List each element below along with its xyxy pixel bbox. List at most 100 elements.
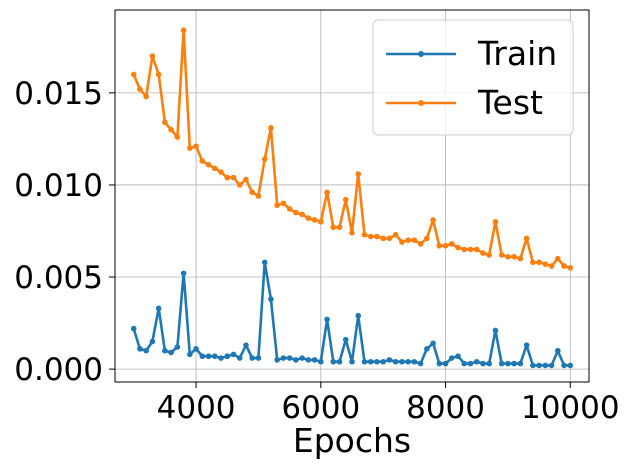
- data-point: [174, 344, 181, 350]
- data-point: [480, 360, 486, 367]
- data-point: [448, 355, 455, 361]
- data-point: [205, 161, 212, 168]
- data-point: [342, 336, 349, 343]
- data-point: [305, 357, 312, 363]
- data-point: [467, 360, 474, 367]
- legend-item-test: Test: [386, 83, 543, 122]
- data-point: [536, 259, 542, 266]
- data-point: [374, 358, 380, 365]
- data-point: [137, 346, 143, 352]
- data-point: [236, 182, 243, 188]
- data-point: [305, 215, 312, 221]
- data-point: [492, 327, 499, 334]
- data-point: [424, 346, 430, 352]
- series-layer: [130, 27, 574, 369]
- data-point: [274, 357, 280, 363]
- x-tick-label: 6000: [281, 390, 360, 426]
- data-point: [130, 325, 137, 332]
- data-point: [255, 355, 262, 361]
- data-point: [311, 357, 318, 363]
- data-point: [155, 305, 162, 312]
- data-point: [268, 125, 274, 131]
- data-point: [430, 340, 436, 347]
- data-point: [361, 231, 368, 238]
- data-point: [336, 358, 343, 365]
- data-point: [517, 360, 524, 367]
- data-point: [280, 355, 287, 361]
- data-point: [218, 355, 224, 361]
- data-point: [473, 246, 480, 253]
- data-point: [536, 362, 542, 369]
- data-point: [380, 358, 386, 365]
- data-point: [511, 360, 517, 367]
- data-point: [448, 241, 455, 247]
- data-point: [180, 270, 187, 277]
- data-point: [399, 358, 405, 365]
- data-point: [555, 347, 561, 354]
- legend-marker: [418, 51, 424, 57]
- data-point: [143, 347, 149, 354]
- data-point: [461, 360, 468, 367]
- data-point: [386, 357, 393, 363]
- data-point: [548, 362, 555, 369]
- data-point: [411, 358, 418, 365]
- data-point: [342, 196, 349, 203]
- data-point: [293, 357, 299, 363]
- data-point: [523, 342, 530, 348]
- data-point: [561, 362, 567, 369]
- data-point: [286, 355, 293, 361]
- data-point: [274, 202, 280, 209]
- data-point: [168, 349, 174, 356]
- data-point: [137, 86, 143, 92]
- data-point: [417, 360, 424, 367]
- series-test: [130, 27, 574, 271]
- data-point: [243, 176, 249, 183]
- data-point: [355, 171, 362, 177]
- data-point: [130, 71, 137, 78]
- data-point: [380, 235, 386, 242]
- data-point: [211, 353, 218, 360]
- data-point: [205, 353, 212, 360]
- data-point: [261, 259, 268, 266]
- data-point: [299, 355, 305, 361]
- data-point: [318, 218, 324, 225]
- series-train: [130, 259, 574, 369]
- data-point: [143, 93, 149, 100]
- data-point: [349, 230, 355, 236]
- data-point: [149, 338, 156, 345]
- data-point: [555, 255, 561, 262]
- data-point: [168, 126, 174, 133]
- data-point: [162, 119, 168, 126]
- x-tick-label: 8000: [406, 390, 485, 426]
- data-point: [505, 253, 511, 260]
- y-tick-label: 0.000: [14, 352, 103, 388]
- legend-item-train: Train: [386, 34, 557, 73]
- legend-label: Train: [477, 34, 557, 73]
- y-tick-label: 0.005: [14, 260, 103, 296]
- data-point: [193, 346, 199, 352]
- data-point: [505, 360, 511, 367]
- data-point: [399, 239, 405, 245]
- y-tick-label: 0.010: [14, 168, 103, 204]
- data-point: [442, 360, 449, 367]
- data-point: [224, 353, 231, 360]
- data-point: [567, 362, 574, 369]
- data-point: [405, 358, 411, 365]
- data-point: [155, 71, 162, 78]
- data-point: [187, 145, 193, 151]
- data-point: [199, 353, 206, 360]
- data-point: [461, 246, 468, 253]
- data-point: [392, 358, 399, 365]
- data-point: [392, 231, 399, 238]
- data-point: [567, 265, 574, 271]
- legend: Train Test: [372, 19, 574, 136]
- data-point: [249, 355, 256, 361]
- data-point: [243, 342, 249, 348]
- data-point: [542, 362, 549, 369]
- data-point: [255, 193, 262, 199]
- data-point: [430, 217, 436, 223]
- data-point: [280, 200, 287, 207]
- data-point: [261, 156, 268, 162]
- data-point: [561, 263, 567, 269]
- data-point: [473, 358, 480, 365]
